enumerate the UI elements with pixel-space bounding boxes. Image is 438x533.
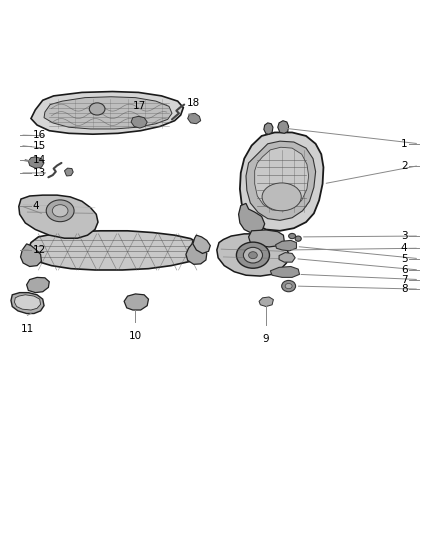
- Polygon shape: [28, 157, 44, 168]
- Polygon shape: [27, 277, 49, 293]
- Polygon shape: [276, 240, 297, 251]
- Polygon shape: [131, 116, 147, 128]
- Polygon shape: [31, 92, 184, 134]
- Polygon shape: [186, 240, 207, 264]
- Polygon shape: [28, 231, 201, 270]
- Text: 10: 10: [129, 331, 142, 341]
- Ellipse shape: [295, 236, 301, 241]
- Polygon shape: [124, 294, 148, 310]
- Text: 13: 13: [33, 168, 46, 178]
- Ellipse shape: [52, 205, 68, 217]
- Ellipse shape: [249, 252, 257, 259]
- Text: 9: 9: [263, 334, 269, 344]
- Polygon shape: [279, 253, 295, 262]
- Text: 16: 16: [33, 130, 46, 140]
- Ellipse shape: [282, 280, 296, 292]
- Polygon shape: [246, 141, 316, 220]
- Text: 4: 4: [401, 243, 407, 253]
- Text: 11: 11: [21, 324, 34, 334]
- Polygon shape: [254, 147, 309, 211]
- Polygon shape: [240, 133, 323, 231]
- Ellipse shape: [89, 103, 105, 115]
- Text: 8: 8: [401, 284, 407, 294]
- Text: 3: 3: [401, 231, 407, 241]
- Text: 7: 7: [401, 274, 407, 285]
- Text: 6: 6: [401, 265, 407, 275]
- Polygon shape: [44, 97, 172, 129]
- Text: 15: 15: [33, 141, 46, 150]
- Text: 1: 1: [401, 139, 407, 149]
- Text: 12: 12: [33, 245, 46, 255]
- Ellipse shape: [46, 200, 74, 222]
- Polygon shape: [11, 293, 44, 313]
- Ellipse shape: [262, 183, 301, 211]
- Polygon shape: [19, 195, 98, 238]
- Polygon shape: [278, 120, 289, 133]
- Text: 18: 18: [187, 98, 200, 108]
- Polygon shape: [14, 295, 41, 310]
- Text: 14: 14: [33, 155, 46, 165]
- Ellipse shape: [289, 233, 296, 239]
- Ellipse shape: [285, 284, 292, 289]
- Polygon shape: [21, 244, 42, 266]
- Polygon shape: [259, 297, 273, 306]
- Text: 17: 17: [133, 101, 146, 111]
- Ellipse shape: [237, 242, 269, 268]
- Polygon shape: [193, 235, 210, 254]
- Polygon shape: [217, 234, 289, 276]
- Ellipse shape: [244, 247, 262, 263]
- Polygon shape: [264, 123, 273, 134]
- Text: 4: 4: [33, 200, 39, 211]
- Text: 5: 5: [401, 254, 407, 264]
- Text: 2: 2: [401, 160, 407, 171]
- Polygon shape: [64, 168, 73, 176]
- Polygon shape: [270, 266, 300, 277]
- Polygon shape: [249, 230, 284, 247]
- Polygon shape: [187, 114, 201, 124]
- Polygon shape: [239, 204, 265, 232]
